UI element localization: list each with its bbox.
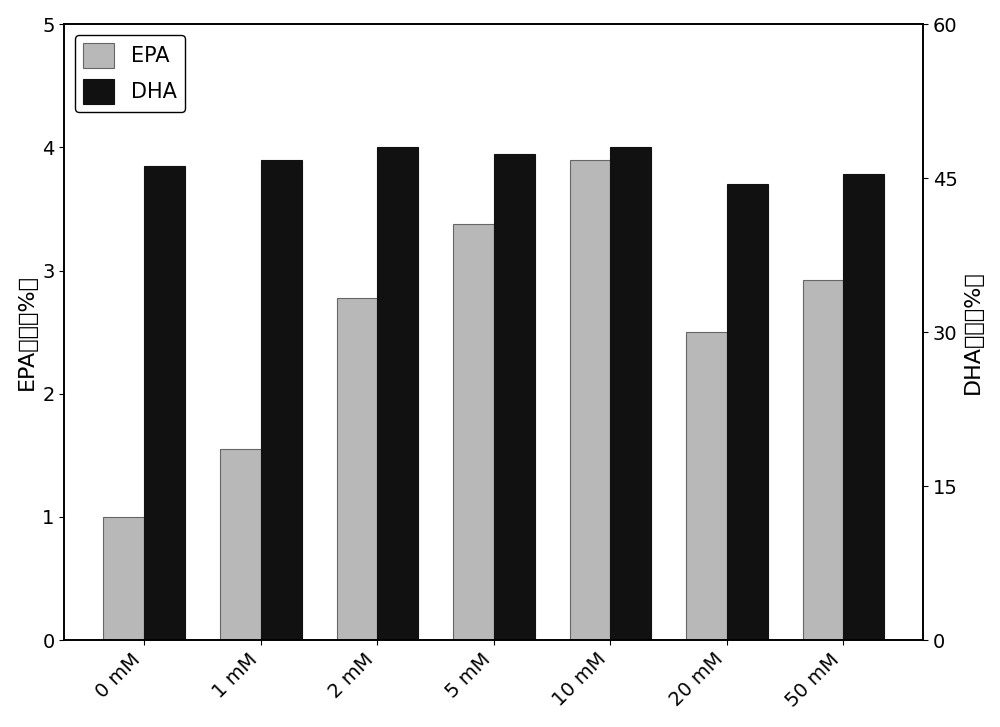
Bar: [337, 297, 377, 640]
Bar: [494, 153, 535, 640]
Bar: [103, 517, 144, 640]
Bar: [453, 224, 494, 640]
Bar: [261, 160, 302, 640]
Bar: [377, 148, 418, 640]
Bar: [843, 174, 884, 640]
Bar: [686, 332, 727, 640]
Y-axis label: EPA占比（%）: EPA占比（%）: [17, 274, 37, 390]
Bar: [803, 281, 843, 640]
Bar: [144, 166, 185, 640]
Bar: [610, 148, 651, 640]
Legend: EPA, DHA: EPA, DHA: [75, 35, 185, 113]
Bar: [220, 449, 261, 640]
Bar: [570, 160, 610, 640]
Bar: [727, 185, 768, 640]
Y-axis label: DHA占比（%）: DHA占比（%）: [963, 270, 983, 394]
